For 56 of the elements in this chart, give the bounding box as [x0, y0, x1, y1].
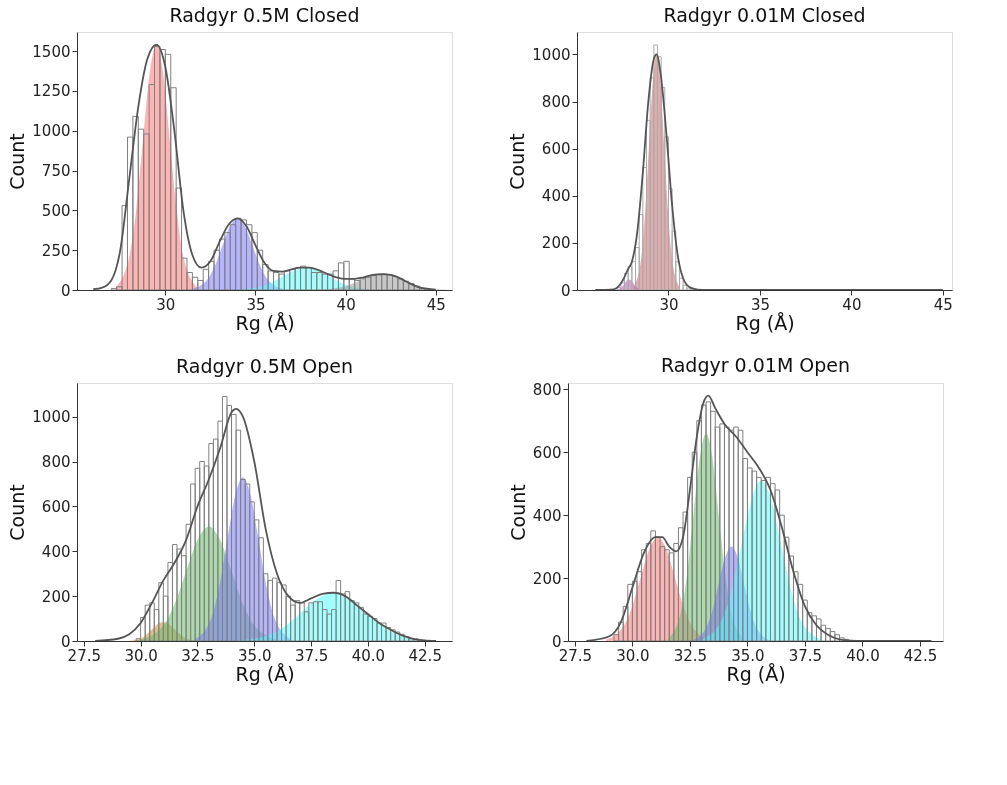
y-axis-title: Count: [506, 133, 529, 190]
x-tick-label: 27.5: [67, 646, 102, 665]
y-tick-label: 1000: [32, 408, 71, 427]
y-tick-label: 600: [541, 140, 571, 159]
y-tick-label: 500: [41, 201, 71, 220]
x-tick-label: 30: [659, 295, 679, 314]
y-axis-title: Count: [6, 133, 29, 190]
x-axis-title: Rg (Å): [735, 311, 795, 334]
x-tick-label: 37.5: [294, 646, 329, 665]
chart-title: Radgyr 0.5M Closed: [169, 4, 360, 26]
y-tick-label: 800: [541, 93, 571, 112]
y-tick-label: 1000: [32, 122, 71, 141]
y-tick-label: 400: [541, 187, 571, 206]
y-tick-label: 800: [41, 453, 71, 472]
x-tick-label: 45: [933, 295, 953, 314]
chart-title: Radgyr 0.01M Open: [660, 354, 851, 377]
x-axis-title: Rg (Å): [726, 662, 786, 685]
y-tick-label: 200: [541, 234, 571, 253]
y-tick-label: 1500: [32, 42, 71, 61]
x-tick-label: 30.0: [616, 646, 650, 665]
y-tick-label: 0: [60, 281, 71, 300]
y-tick-label: 400: [41, 542, 71, 561]
y-tick-label: 400: [532, 506, 562, 525]
x-tick-label: 45: [426, 295, 446, 314]
y-tick-label: 200: [41, 587, 71, 606]
y-tick-label: 1000: [532, 45, 571, 64]
x-tick-label: 40.0: [846, 646, 880, 665]
x-tick-label: 35.0: [238, 646, 272, 665]
y-tick-label: 600: [532, 443, 562, 462]
x-axis-title: Rg (Å): [235, 662, 295, 685]
x-tick-label: 32.5: [181, 646, 215, 665]
x-tick-label: 35: [750, 295, 770, 314]
y-axis-title: Count: [6, 484, 29, 541]
x-tick-label: 27.5: [558, 646, 593, 665]
chart-title: Radgyr 0.5M Open: [175, 355, 354, 377]
x-tick-label: 30.0: [124, 646, 158, 665]
y-tick-label: 1250: [32, 82, 71, 101]
x-tick-label: 32.5: [673, 646, 708, 665]
y-tick-label: 800: [532, 380, 562, 399]
y-tick-label: 250: [41, 241, 71, 260]
x-axis-title: Rg (Å): [235, 311, 295, 334]
x-tick-label: 40: [336, 295, 356, 314]
y-tick-label: 750: [41, 162, 71, 181]
x-tick-label: 42.5: [408, 646, 442, 665]
y-axis-title: Count: [506, 484, 529, 541]
x-tick-label: 37.5: [788, 646, 823, 665]
x-tick-label: 30: [156, 295, 176, 314]
x-tick-label: 40.0: [351, 646, 386, 665]
x-tick-label: 35.0: [731, 646, 765, 665]
x-tick-label: 40: [842, 295, 862, 314]
chart-title: Radgyr 0.01M Closed: [663, 4, 866, 26]
y-tick-label: 200: [532, 569, 562, 588]
x-tick-label: 42.5: [903, 646, 938, 665]
x-tick-label: 35: [246, 295, 266, 314]
y-tick-label: 0: [560, 281, 571, 300]
y-tick-label: 600: [41, 497, 71, 516]
